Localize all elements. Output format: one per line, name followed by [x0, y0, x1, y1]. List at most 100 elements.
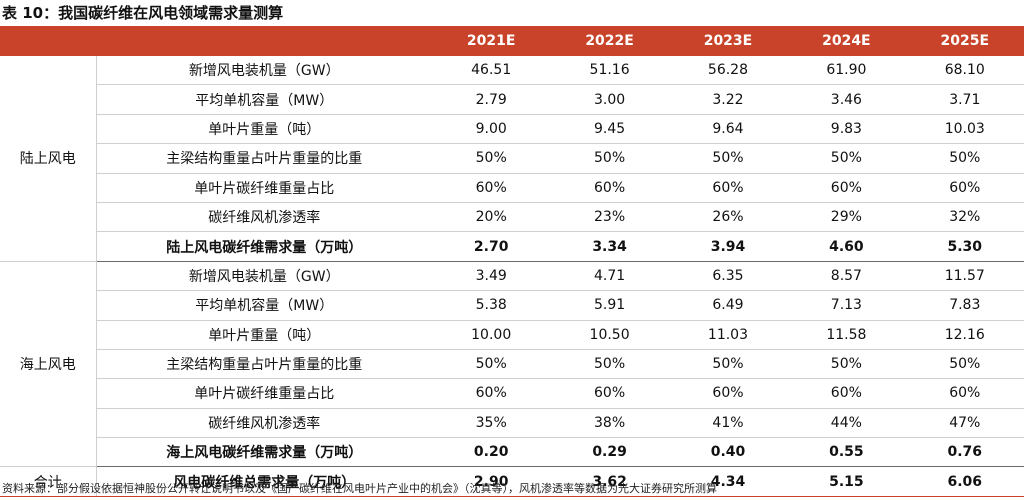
metric-label: 新增风电装机量（GW） — [96, 56, 432, 86]
value-cell: 60% — [432, 173, 551, 203]
source-note: 资料来源：部分假设依据恒神股份公开转让说明书以及《国产碳纤维在风电叶片产业中的机… — [2, 482, 717, 495]
value-cell: 46.51 — [432, 56, 551, 86]
total-value-cell: 2.90 — [432, 466, 551, 497]
value-cell: 0.55 — [787, 437, 906, 468]
value-cell: 3.71 — [905, 84, 1024, 115]
value-cell: 12.16 — [905, 320, 1024, 350]
value-cell: 60% — [787, 173, 906, 203]
total-value-cell: 5.15 — [787, 466, 906, 497]
value-cell: 50% — [432, 143, 551, 174]
group-label: 海上风电 — [0, 261, 97, 468]
metric-label: 主梁结构重量占叶片重量的比重 — [96, 349, 432, 380]
subtotal-row: 海上风电碳纤维需求量（万吨） 0.20 0.29 0.40 0.55 0.76 — [0, 437, 1024, 468]
table-row: 碳纤维风机渗透率 35% 38% 41% 44% 47% — [0, 408, 1024, 439]
value-cell: 5.91 — [550, 290, 669, 321]
metric-label: 单叶片碳纤维重量占比 — [96, 173, 432, 203]
table-row: 单叶片碳纤维重量占比 60% 60% 60% 60% 60% — [0, 378, 1024, 409]
table-row: 单叶片重量（吨） 10.00 10.50 11.03 11.58 12.16 — [0, 320, 1024, 350]
value-cell: 9.45 — [550, 114, 669, 145]
table-row: 单叶片重量（吨） 9.00 9.45 9.64 9.83 10.03 — [0, 114, 1024, 145]
value-cell: 3.46 — [787, 84, 906, 115]
value-cell: 3.00 — [550, 84, 669, 115]
table-row: 海上风电 新增风电装机量（GW） 3.49 4.71 6.35 8.57 11.57 — [0, 261, 1024, 468]
value-cell: 9.83 — [787, 114, 906, 145]
value-cell: 50% — [550, 143, 669, 174]
value-cell: 9.00 — [432, 114, 551, 145]
total-value-cell: 6.06 — [905, 466, 1024, 497]
metric-label: 平均单机容量（MW） — [96, 290, 432, 321]
value-cell: 0.29 — [550, 437, 669, 468]
value-cell: 5.30 — [905, 231, 1024, 262]
metric-label: 碳纤维风机渗透率 — [96, 408, 432, 439]
value-cell: 60% — [668, 378, 788, 409]
value-cell: 50% — [905, 143, 1024, 174]
value-cell: 50% — [787, 349, 906, 380]
value-cell: 60% — [550, 378, 669, 409]
value-cell: 0.20 — [432, 437, 551, 468]
value-cell: 7.13 — [787, 290, 906, 321]
value-cell: 0.40 — [668, 437, 788, 468]
value-cell: 41% — [668, 408, 788, 439]
table-row: 陆上风电 新增风电装机量（GW） 46.51 51.16 56.28 61.90 68.10 — [0, 56, 1024, 262]
value-cell: 61.90 — [787, 56, 906, 86]
value-cell: 50% — [668, 143, 788, 174]
value-cell: 3.49 — [432, 261, 551, 292]
value-cell: 6.35 — [668, 261, 788, 292]
metric-label: 海上风电碳纤维需求量（万吨） — [96, 437, 432, 468]
value-cell: 20% — [432, 202, 551, 233]
value-cell: 60% — [668, 173, 788, 203]
value-cell: 47% — [905, 408, 1024, 439]
value-cell: 50% — [787, 143, 906, 174]
total-value-cell: 3.62 — [550, 466, 669, 497]
header-row: 2021E 2022E 2023E 2024E 2025E — [0, 26, 1024, 56]
total-row: 合计 风电碳纤维总需求量（万吨） 2.90 3.62 4.34 5.15 6.06 — [0, 466, 1024, 497]
value-cell: 3.22 — [668, 84, 788, 115]
metric-label: 单叶片碳纤维重量占比 — [96, 378, 432, 409]
total-group-label: 合计 — [0, 466, 97, 497]
value-cell: 60% — [905, 378, 1024, 409]
metric-label: 碳纤维风机渗透率 — [96, 202, 432, 233]
header-year-2023: 2023E — [668, 26, 788, 56]
table-row: 单叶片碳纤维重量占比 60% 60% 60% 60% 60% — [0, 173, 1024, 203]
table-row: 平均单机容量（MW） 5.38 5.91 6.49 7.13 7.83 — [0, 290, 1024, 321]
value-cell: 10.50 — [550, 320, 669, 350]
total-metric-label: 风电碳纤维总需求量（万吨） — [96, 466, 432, 497]
value-cell: 10.00 — [432, 320, 551, 350]
value-cell: 68.10 — [905, 56, 1024, 86]
value-cell: 9.64 — [668, 114, 788, 145]
value-cell: 2.79 — [432, 84, 551, 115]
value-cell: 60% — [550, 173, 669, 203]
value-cell: 4.60 — [787, 231, 906, 262]
header-empty-metric — [96, 26, 432, 56]
metric-label: 平均单机容量（MW） — [96, 84, 432, 115]
value-cell: 10.03 — [905, 114, 1024, 145]
value-cell: 56.28 — [668, 56, 788, 86]
metric-label: 陆上风电碳纤维需求量（万吨） — [96, 231, 432, 262]
value-cell: 29% — [787, 202, 906, 233]
value-cell: 50% — [432, 349, 551, 380]
value-cell: 6.49 — [668, 290, 788, 321]
table-row: 碳纤维风机渗透率 20% 23% 26% 29% 32% — [0, 202, 1024, 233]
total-value-cell: 4.34 — [668, 466, 788, 497]
group-label: 陆上风电 — [0, 56, 97, 262]
value-cell: 50% — [668, 349, 788, 380]
value-cell: 60% — [787, 378, 906, 409]
value-cell: 11.57 — [905, 261, 1024, 292]
table-title: 表 10：我国碳纤维在风电领域需求量测算 — [2, 4, 284, 22]
table-row: 主梁结构重量占叶片重量的比重 50% 50% 50% 50% 50% — [0, 349, 1024, 380]
header-year-2025: 2025E — [905, 26, 1024, 56]
header-empty-group — [0, 26, 96, 56]
value-cell: 60% — [432, 378, 551, 409]
value-cell: 4.71 — [550, 261, 669, 292]
value-cell: 8.57 — [787, 261, 906, 292]
subtotal-row: 陆上风电碳纤维需求量（万吨） 2.70 3.34 3.94 4.60 5.30 — [0, 231, 1024, 262]
metric-label: 单叶片重量（吨） — [96, 114, 432, 145]
metric-label: 新增风电装机量（GW） — [96, 261, 432, 292]
value-cell: 23% — [550, 202, 669, 233]
value-cell: 3.34 — [550, 231, 669, 262]
value-cell: 44% — [787, 408, 906, 439]
value-cell: 60% — [905, 173, 1024, 203]
table-row: 主梁结构重量占叶片重量的比重 50% 50% 50% 50% 50% — [0, 143, 1024, 174]
demand-estimate-table: 2021E 2022E 2023E 2024E 2025E 陆上风电 新增风电装机… — [0, 26, 1024, 497]
value-cell: 50% — [905, 349, 1024, 380]
